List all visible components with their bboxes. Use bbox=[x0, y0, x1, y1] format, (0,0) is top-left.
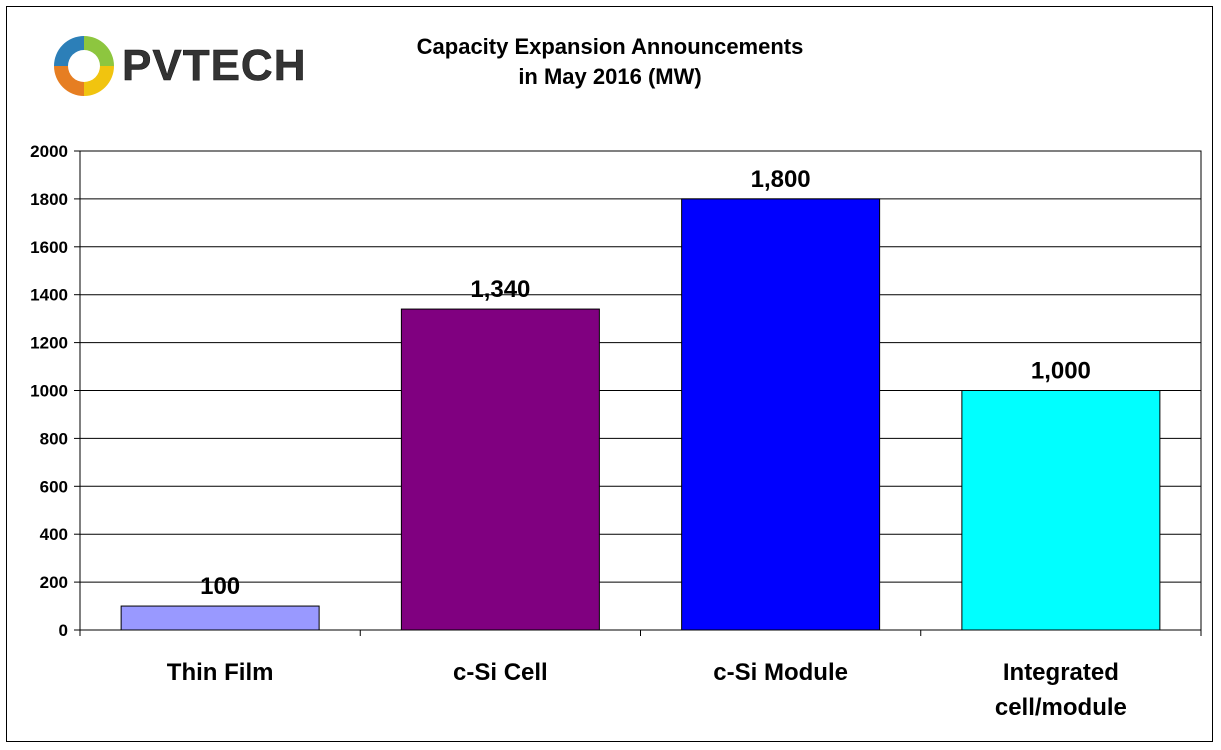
x-category-label: c-Si Module bbox=[713, 659, 848, 686]
bar bbox=[120, 605, 320, 631]
y-tick-label: 1800 bbox=[30, 190, 68, 209]
chart-title-line-1: Capacity Expansion Announcements bbox=[416, 34, 804, 59]
chart-title-line-2: in May 2016 (MW) bbox=[518, 64, 702, 89]
y-tick-label: 1000 bbox=[30, 382, 68, 401]
y-tick-label: 1400 bbox=[30, 286, 68, 305]
x-category-label: cell/module bbox=[995, 694, 1127, 721]
data-label: 1,340 bbox=[470, 276, 530, 303]
pvtech-logo: PVTECH bbox=[54, 36, 306, 96]
y-tick-label: 400 bbox=[40, 525, 68, 544]
y-tick-label: 1600 bbox=[30, 238, 68, 257]
bar bbox=[961, 390, 1161, 631]
x-category-label: c-Si Cell bbox=[453, 659, 548, 686]
y-tick-label: 1200 bbox=[30, 334, 68, 353]
y-tick-label: 2000 bbox=[30, 142, 68, 161]
data-label: 1,000 bbox=[1031, 358, 1091, 385]
chart-title: Capacity Expansion Announcements in May … bbox=[300, 32, 920, 92]
data-label: 1,800 bbox=[751, 166, 811, 193]
data-label: 100 bbox=[200, 573, 240, 600]
x-category-label: Integrated bbox=[1003, 659, 1119, 686]
y-tick-label: 0 bbox=[59, 621, 68, 640]
y-tick-label: 800 bbox=[40, 429, 68, 448]
y-tick-label: 200 bbox=[40, 573, 68, 592]
x-category-label: Thin Film bbox=[167, 659, 274, 686]
logo-wordmark: PVTECH bbox=[122, 41, 306, 90]
bar bbox=[681, 198, 881, 631]
bar bbox=[400, 308, 600, 631]
y-tick-label: 600 bbox=[40, 477, 68, 496]
